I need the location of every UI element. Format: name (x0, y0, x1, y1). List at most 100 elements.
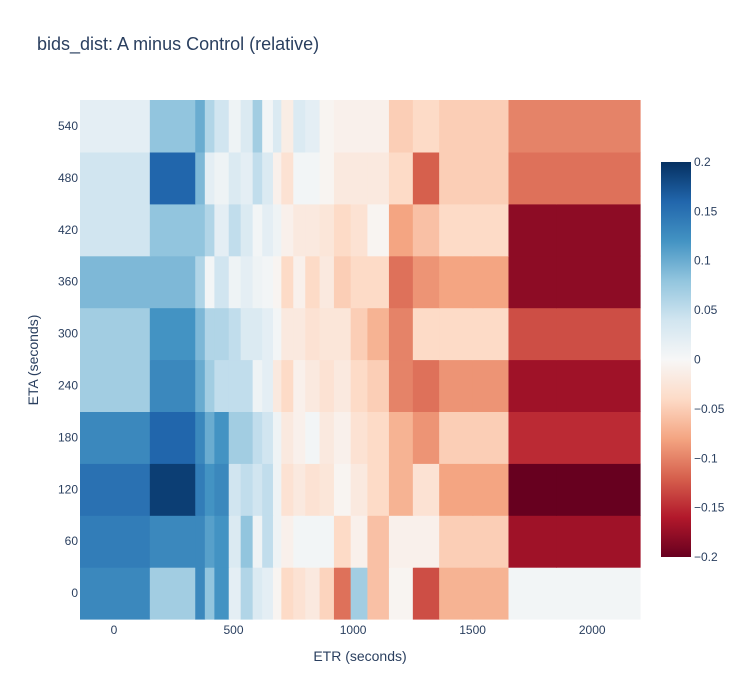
y-axis-title: ETA (seconds) (25, 315, 41, 406)
heatmap-cell (367, 411, 390, 464)
heatmap-cell (508, 255, 557, 309)
heatmap-cell (472, 151, 510, 205)
heatmap-cell (262, 411, 274, 464)
heatmap-cell (319, 515, 335, 568)
heatmap-cell (508, 151, 557, 205)
heatmap-cell (319, 359, 335, 412)
heatmap-cell (252, 567, 263, 620)
colorbar-tick-label: −0.15 (694, 501, 725, 515)
heatmap-cell (350, 151, 369, 205)
heatmap-cell (439, 100, 474, 153)
heatmap-cell (252, 411, 263, 464)
heatmap-cell (556, 515, 641, 568)
heatmap-cell (262, 100, 274, 153)
heatmap-cell (149, 463, 196, 516)
heatmap-cell (367, 307, 390, 361)
heatmap-cell (262, 307, 274, 361)
heatmap-cell (508, 359, 557, 412)
heatmap-cell (240, 255, 254, 309)
heatmap-cell (262, 151, 274, 205)
heatmap-cell (281, 411, 294, 464)
colorbar-ticks: 0.2 0.15 0.1 0.05 0 −0.05 −0.1 −0.15 −0.2 (694, 155, 725, 564)
heatmap-cell (149, 567, 196, 620)
heatmap-cell (388, 411, 414, 464)
heatmap-cell (305, 463, 321, 516)
heatmap-cell (293, 463, 306, 516)
heatmap-cell (262, 359, 274, 412)
heatmap-cell (439, 203, 474, 257)
heatmap-cell (195, 463, 206, 516)
heatmap-cell (240, 100, 254, 153)
heatmap-cell (472, 567, 510, 620)
y-tick-label: 480 (58, 171, 78, 185)
heatmap-cell (252, 100, 263, 153)
heatmap-cell (195, 100, 206, 153)
heatmap-cell (204, 151, 215, 205)
heatmap-cell (80, 307, 151, 361)
heatmap-cell (149, 255, 196, 309)
heatmap-cell (388, 151, 414, 205)
heatmap-cell (412, 151, 440, 205)
heatmap-cell (439, 359, 474, 412)
heatmap-cell (412, 515, 440, 568)
heatmap-cell (556, 411, 641, 464)
heatmap-cell (240, 359, 254, 412)
heatmap-cell (281, 151, 294, 205)
heatmap-cell (228, 203, 242, 257)
heatmap-cell (388, 515, 414, 568)
heatmap-cell (214, 567, 230, 620)
heatmap-cell (472, 100, 510, 153)
heatmap-cell (305, 411, 321, 464)
heatmap-cell (556, 100, 641, 153)
heatmap-cell (508, 411, 557, 464)
heatmap-cell (281, 255, 294, 309)
heatmap-cell (293, 255, 306, 309)
heatmap-cell (272, 100, 282, 153)
heatmap-cell (319, 307, 335, 361)
heatmap-cell (195, 307, 206, 361)
heatmap-cell (293, 307, 306, 361)
heatmap-cell (508, 463, 557, 516)
heatmap-cell (293, 359, 306, 412)
heatmap-cell (333, 567, 352, 620)
heatmap-cell (228, 463, 242, 516)
heatmap-cell (508, 307, 557, 361)
colorbar (661, 162, 691, 557)
colorbar-tick-label: −0.2 (694, 550, 718, 564)
y-axis-ticks: 0 60 120 180 240 300 360 420 480 540 (58, 119, 78, 600)
heatmap-cell (333, 203, 352, 257)
heatmap-cell (80, 567, 151, 620)
heatmap-cell (350, 411, 369, 464)
x-axis-ticks: 0 500 1000 1500 2000 (111, 623, 606, 637)
x-tick-label: 1000 (340, 623, 367, 637)
colorbar-tick-label: −0.05 (694, 402, 725, 416)
heatmap-cell (195, 515, 206, 568)
heatmap-cell (350, 359, 369, 412)
heatmap-cell (388, 307, 414, 361)
heatmap-cell (305, 359, 321, 412)
heatmap-cell (252, 151, 263, 205)
heatmap-cell (204, 255, 215, 309)
heatmap-cell (305, 567, 321, 620)
colorbar-tick-label: 0.2 (694, 155, 711, 169)
heatmap-cell (305, 100, 321, 153)
heatmap-cell (281, 567, 294, 620)
heatmap-cell (439, 515, 474, 568)
heatmap-cell (319, 100, 335, 153)
heatmap-cell (214, 151, 230, 205)
heatmap-cell (228, 411, 242, 464)
heatmap-cell (228, 100, 242, 153)
x-tick-label: 0 (111, 623, 118, 637)
heatmap-cell (293, 411, 306, 464)
heatmap-cell (388, 203, 414, 257)
colorbar-tick-label: 0 (694, 353, 701, 367)
heatmap-cell (149, 203, 196, 257)
heatmap-cell (412, 359, 440, 412)
heatmap-cell (272, 203, 282, 257)
heatmap-cell (214, 463, 230, 516)
heatmap-cell (228, 151, 242, 205)
heatmap-cell (305, 151, 321, 205)
heatmap-cell (80, 255, 151, 309)
heatmap-cell (350, 567, 369, 620)
